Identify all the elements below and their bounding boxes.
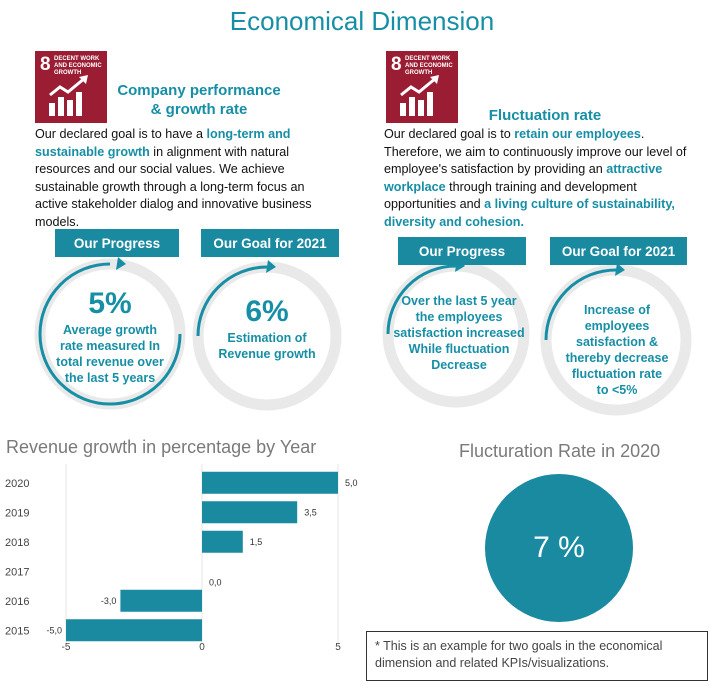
footnote: * This is an example for two goals in th… [366,631,708,681]
bar [202,501,298,524]
sdg-8-badge-right: 8 DECENT WORK AND ECONOMIC GROWTH [386,51,458,123]
right-goal-arrow [615,263,625,276]
left-progress-arrow [116,257,126,270]
sdg-label: DECENT WORK AND ECONOMIC GROWTH [54,56,102,76]
growth-chart-icon [49,75,88,116]
y-tick-label: 2020 [5,478,29,490]
data-label: 3,5 [304,507,317,517]
data-label: 5,0 [345,478,358,488]
x-tick-label: 0 [199,642,205,653]
left-goal-ring-arc [196,265,268,337]
data-label: 0,0 [209,577,222,587]
right-goal-ring-arc [544,268,617,341]
x-tick-label: -5 [62,642,71,653]
left-progress-content: 5% Average growth rate measured In total… [56,287,164,385]
y-tick-label: 2015 [5,625,29,637]
right-progress-content: Over the last 5 year the employees satis… [393,294,525,372]
left-goal-content: 6% Estimation of Revenue growth [218,295,316,361]
bar [202,530,243,553]
sdg-number: 8 [40,54,51,75]
y-tick-label: 2018 [5,537,29,549]
right-progress-ring-arc [386,264,457,335]
sdg-8-badge: 8 DECENT WORK AND ECONOMIC GROWTH [35,51,107,123]
y-tick-label: 2016 [5,596,29,608]
bar [66,619,202,642]
data-label: -3,0 [101,596,117,606]
performance-heading: Company performance & growth rate [117,82,281,118]
right-goal-label: Our Goal for 2021 [550,237,687,265]
right-goal-content: Increase of employees satisfaction & the… [565,303,669,397]
revenue-bar-chart: 2020 5,0 2019 3,5 2018 1,5 2017 0,0 2016 -3,0 2015… [5,464,358,653]
fluctuation-heading: Fluctuation rate [488,107,602,124]
kpi-title: Flucturation Rate in 2020 [459,441,661,461]
performance-paragraph: Our declared goal is to have a long-term… [35,127,312,229]
left-goal-label: Our Goal for 2021 [201,229,339,257]
y-tick-label: 2017 [5,566,29,578]
left-progress-ring-arc [38,262,182,406]
left-goal-arrow [266,260,276,273]
data-label: 1,5 [250,537,263,547]
bar [120,589,202,612]
bar [202,471,338,494]
page-title: Economical Dimension [229,6,495,36]
y-tick-label: 2019 [5,507,29,519]
left-progress-label: Our Progress [55,229,179,257]
chart-title: Revenue growth in percentage by Year [6,437,317,457]
data-label: -5,0 [46,625,62,635]
x-tick-label: 5 [335,642,341,653]
right-progress-label: Our Progress [398,237,526,265]
growth-chart-icon [400,75,439,116]
fluctuation-rate-circle: 7 % [485,474,633,622]
fluctuation-paragraph: Our declared goal is to retain our emplo… [384,127,687,229]
